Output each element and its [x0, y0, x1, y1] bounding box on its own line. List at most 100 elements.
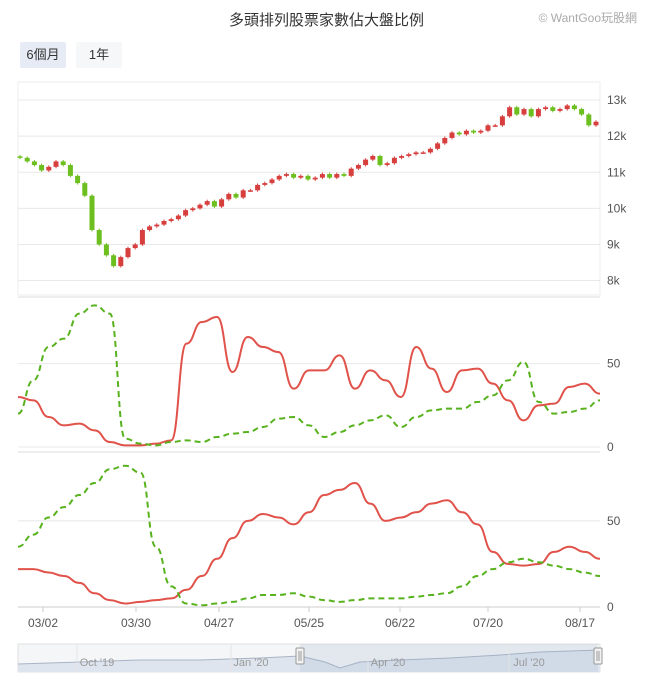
y-tick-label: 8k [607, 274, 621, 288]
candle-body [298, 175, 304, 178]
candle-body [168, 219, 174, 221]
candle-body [420, 152, 426, 154]
candle-body [413, 152, 419, 155]
candle-body [240, 190, 246, 198]
x-tick-label: 08/17 [565, 616, 595, 630]
candle-body [82, 183, 88, 196]
candle-body [471, 130, 477, 133]
x-tick-label: 05/25 [294, 616, 324, 630]
green-dashed-series [17, 464, 601, 607]
candle-body [319, 174, 325, 178]
y-tick-label: 50 [607, 514, 621, 528]
candle-body [348, 168, 354, 176]
candle-body [161, 220, 167, 225]
y-tick-label: 13k [607, 93, 627, 107]
candle-body [557, 109, 563, 111]
candle-body [499, 116, 505, 126]
candle-body [226, 193, 232, 200]
navigator-handle-left[interactable] [295, 647, 305, 665]
y-tick-label: 9k [607, 237, 621, 251]
candle-body [514, 107, 520, 115]
candle-body [593, 121, 599, 126]
candle-body [46, 166, 52, 171]
candle-body [276, 175, 282, 180]
candle-body [341, 174, 347, 176]
candle-body [399, 156, 405, 158]
x-tick-label: 03/30 [121, 616, 151, 630]
range-button-6m[interactable]: 6個月 [20, 42, 66, 68]
candle-body [377, 156, 383, 166]
candle-body [528, 109, 534, 117]
red-line-series [18, 481, 601, 605]
x-tick-label: 04/27 [204, 616, 234, 630]
candle-body [363, 159, 369, 166]
y-tick-label: 0 [607, 440, 614, 454]
candle-body [24, 157, 30, 162]
candle-body [190, 208, 196, 211]
candle-body [247, 190, 253, 192]
candle-body [535, 109, 541, 117]
candle-body [118, 257, 124, 267]
navigator-area [18, 650, 600, 672]
y-tick-label: 11k [607, 165, 626, 179]
candle-body [67, 165, 73, 176]
y-tick-label: 0 [607, 600, 614, 614]
candle-body [478, 130, 484, 133]
candle-body [550, 107, 556, 111]
candle-body [586, 114, 592, 126]
x-tick-label: 03/02 [28, 616, 58, 630]
navigator-label: Apr '20 [371, 657, 406, 669]
candle-body [197, 204, 203, 209]
candle-body [75, 175, 81, 184]
candle-body [31, 161, 37, 166]
candle-body [233, 193, 239, 198]
candlestick-series [17, 104, 599, 268]
candle-body [564, 105, 570, 110]
y-tick-label: 10k [607, 201, 627, 215]
range-button-1y[interactable]: 1年 [76, 42, 122, 68]
y-axis-ticks: 8k 9k 10k 11k 12k 13k 0 50 0 50 [607, 93, 627, 614]
candle-body [219, 199, 225, 207]
x-tick-label: 06/22 [385, 616, 415, 630]
candle-body [291, 174, 297, 178]
candle-body [96, 230, 102, 245]
candle-body [355, 165, 361, 169]
candle-body [305, 175, 311, 180]
candle-body [406, 154, 412, 157]
candle-body [147, 226, 153, 231]
candle-body [456, 132, 462, 135]
candle-body [312, 177, 318, 180]
candle-body [139, 230, 145, 245]
candle-body [183, 210, 189, 216]
candle-body [89, 195, 95, 231]
candle-body [125, 248, 131, 258]
grid-lines [17, 81, 601, 608]
candle-body [53, 161, 59, 167]
candle-body [154, 224, 160, 227]
candle-body [334, 174, 340, 178]
navigator-label: Oct '19 [80, 657, 115, 669]
candle-body [111, 255, 117, 267]
x-axis-ticks: 03/02 03/30 04/27 05/25 06/22 07/20 08/17 [28, 607, 595, 630]
navigator-label: Jan '20 [233, 657, 268, 669]
candle-body [204, 201, 210, 205]
candle-body [543, 107, 549, 110]
navigator-handle-right[interactable] [593, 647, 603, 665]
candle-body [175, 215, 181, 220]
candle-body [262, 183, 268, 185]
candle-body [435, 143, 441, 149]
credit-text[interactable]: © WantGoo玩股網 [538, 11, 637, 25]
x-tick-label: 07/20 [473, 616, 503, 630]
candle-body [103, 244, 109, 256]
candle-body [17, 156, 23, 158]
candle-body [492, 125, 498, 127]
y-tick-label: 50 [607, 357, 621, 371]
range-navigator[interactable]: Oct '19 Jan '20 Apr '20 Jul '20 [17, 643, 603, 673]
candle-body [211, 201, 217, 207]
candle-body [255, 184, 261, 191]
red-line-series [17, 315, 601, 447]
green-dashed-series [17, 304, 601, 447]
navigator-label: Jul '20 [513, 657, 544, 669]
candle-body [132, 244, 138, 249]
